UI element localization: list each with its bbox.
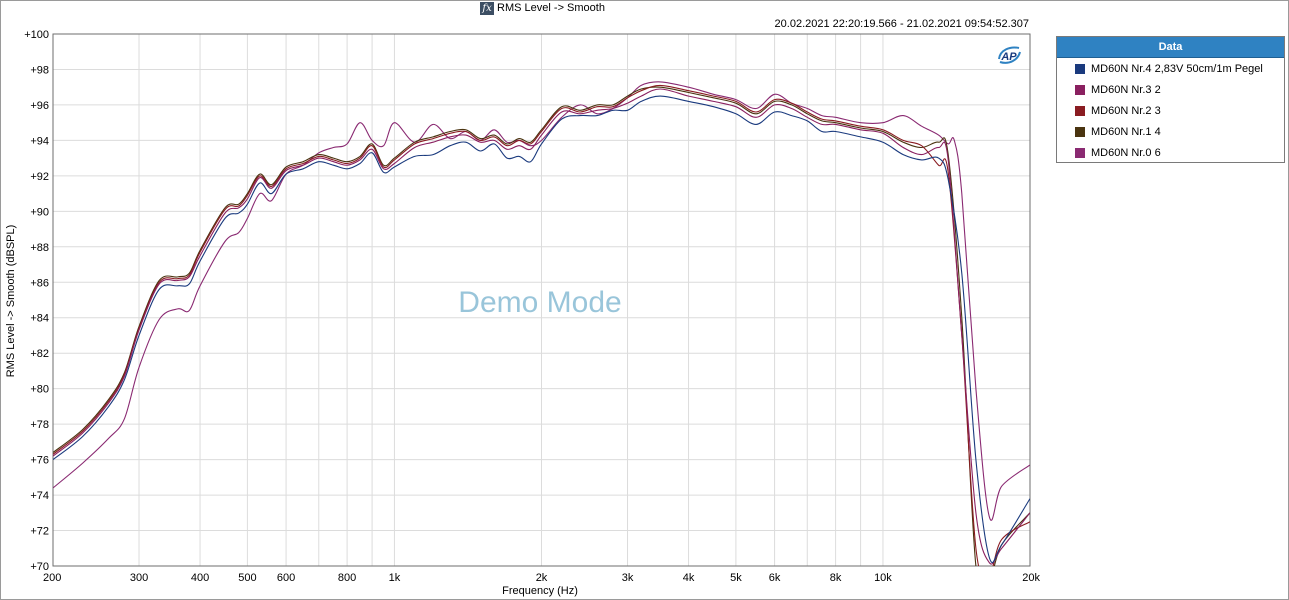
legend-item-name: MD60N Nr.0 — [1091, 146, 1152, 159]
legend-item-suffix: 2,83V 50cm/1m Pegel — [1154, 62, 1263, 75]
x-tick-label: 2k — [536, 572, 548, 584]
series-line — [53, 81, 1030, 521]
y-tick-label: +96 — [30, 100, 49, 112]
legend-item-suffix: 6 — [1154, 146, 1161, 159]
y-tick-label: +92 — [30, 171, 49, 183]
y-tick-label: +78 — [30, 419, 49, 431]
legend-item[interactable]: MD60N Nr.2 3 — [1057, 100, 1284, 121]
legend-item-name: MD60N Nr.1 — [1091, 125, 1152, 138]
legend-item-suffix: 2 — [1154, 83, 1161, 96]
y-tick-label: +84 — [30, 313, 49, 325]
y-tick-label: +94 — [30, 135, 49, 147]
x-tick-label: 8k — [830, 572, 842, 584]
y-tick-label: +98 — [30, 64, 49, 76]
x-axis-label: Frequency (Hz) — [502, 585, 578, 597]
legend-item[interactable]: MD60N Nr.1 4 — [1057, 121, 1284, 142]
y-tick-label: +74 — [30, 490, 49, 502]
x-tick-label: 10k — [874, 572, 892, 584]
page-title: RMS Level -> Smooth — [497, 2, 605, 14]
legend-item[interactable]: MD60N Nr.4 2,83V 50cm/1m Pegel — [1057, 58, 1284, 79]
y-axis-label: RMS Level -> Smooth (dBSPL) — [5, 225, 17, 378]
legend-swatch — [1075, 63, 1085, 74]
x-tick-label: 500 — [238, 572, 256, 584]
legend-item-name: MD60N Nr.2 — [1091, 104, 1152, 117]
x-tick-label: 200 — [43, 572, 61, 584]
ap-logo: AP — [998, 46, 1021, 64]
axes: 200 300 400 500 600 800 1k 2k 3k 4k 5k 6k 8k 10k 20k +1… — [24, 29, 1040, 584]
legend-panel: Data MD60N Nr.4 2,83V 50cm/1m Pegel MD60… — [1056, 36, 1285, 163]
legend-item-suffix: 3 — [1154, 104, 1161, 117]
legend-title[interactable]: Data — [1057, 37, 1284, 58]
series-line — [53, 95, 1030, 564]
y-tick-label: +70 — [30, 561, 49, 573]
x-tick-label: 3k — [622, 572, 634, 584]
x-tick-label: 20k — [1022, 572, 1040, 584]
y-tick-label: +88 — [30, 242, 49, 254]
chart-header: fx RMS Level -> Smooth — [0, 1, 1085, 15]
series-line — [53, 88, 1030, 565]
y-tick-label: +100 — [24, 29, 49, 41]
legend-swatch — [1075, 147, 1085, 158]
legend-swatch — [1075, 105, 1085, 116]
watermark-text: Demo Mode — [458, 286, 621, 319]
legend-swatch — [1075, 126, 1085, 137]
legend-item-name: MD60N Nr.4 — [1091, 62, 1152, 75]
series-lines — [53, 81, 1030, 566]
x-tick-label: 5k — [730, 572, 742, 584]
svg-text:AP: AP — [1000, 51, 1017, 63]
y-tick-label: +72 — [30, 526, 49, 538]
y-tick-label: +90 — [30, 206, 49, 218]
y-tick-label: +82 — [30, 348, 49, 360]
fx-icon[interactable]: fx — [480, 1, 495, 15]
x-tick-label: 600 — [277, 572, 295, 584]
legend-item[interactable]: MD60N Nr.0 6 — [1057, 142, 1284, 163]
x-tick-label: 6k — [769, 572, 781, 584]
y-tick-label: +80 — [30, 384, 49, 396]
y-tick-label: +76 — [30, 455, 49, 467]
x-tick-label: 300 — [130, 572, 148, 584]
series-line — [53, 84, 1030, 566]
series-line — [53, 86, 1030, 566]
legend-item-suffix: 4 — [1154, 125, 1161, 138]
legend-swatch — [1075, 84, 1085, 95]
x-tick-label: 4k — [683, 572, 695, 584]
x-tick-label: 400 — [191, 572, 209, 584]
chart-area: 200 300 400 500 600 800 1k 2k 3k 4k 5k 6k 8k 10k 20k +1… — [5, 29, 1040, 597]
legend-item-name: MD60N Nr.3 — [1091, 83, 1152, 96]
y-tick-label: +86 — [30, 277, 49, 289]
legend-item[interactable]: MD60N Nr.3 2 — [1057, 79, 1284, 100]
x-tick-label: 1k — [389, 572, 401, 584]
x-tick-label: 800 — [338, 572, 356, 584]
date-range: 20.02.2021 22:20:19.566 - 21.02.2021 09:… — [774, 18, 1029, 30]
plot-border — [52, 33, 1031, 567]
